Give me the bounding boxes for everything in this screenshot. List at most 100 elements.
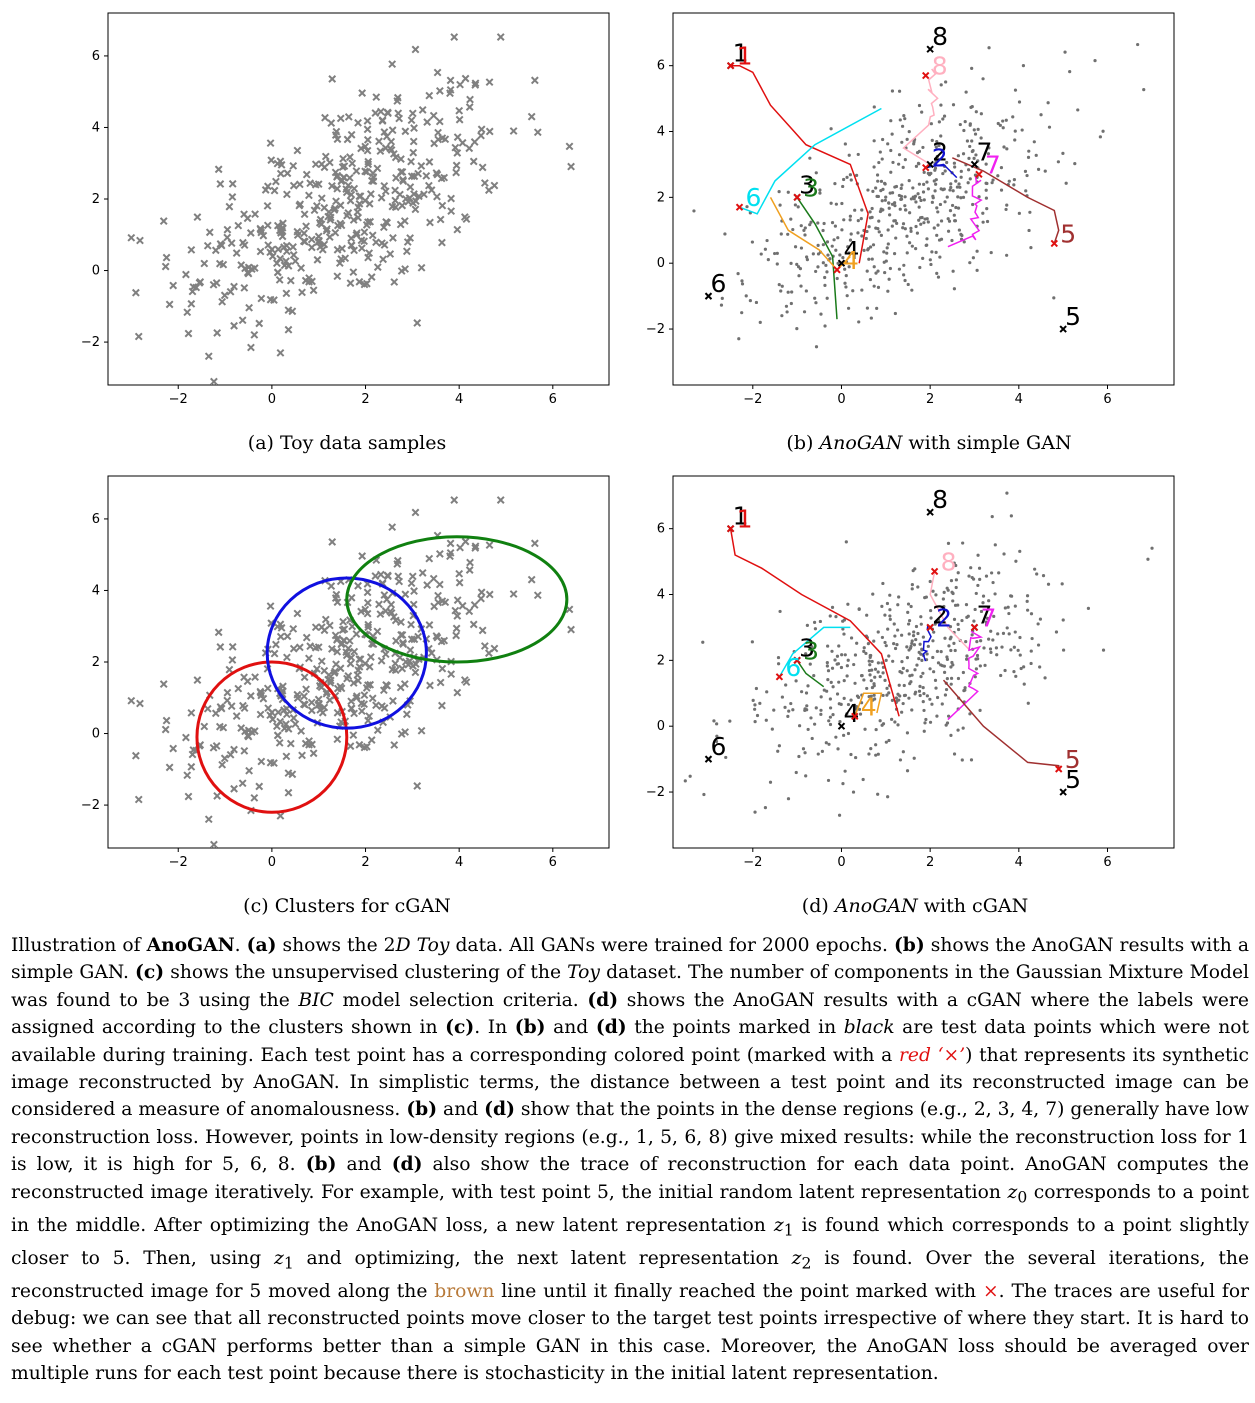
sample-marker xyxy=(367,273,376,281)
sample-dot xyxy=(816,221,820,225)
sample-dot xyxy=(786,290,790,294)
trace-line xyxy=(854,692,883,717)
caption-d: (d) AnoGAN with cGAN xyxy=(615,895,1215,917)
sample-marker xyxy=(331,131,340,139)
sample-marker xyxy=(127,696,136,705)
sample-dot xyxy=(778,609,782,614)
sample-dot xyxy=(894,696,899,700)
x-tick-label: 2 xyxy=(361,392,369,407)
sample-marker xyxy=(390,741,399,749)
sample-marker xyxy=(408,109,417,118)
sample-dot xyxy=(896,603,900,607)
sample-marker xyxy=(409,148,418,157)
sample-marker xyxy=(466,95,474,104)
sample-dot xyxy=(862,248,866,252)
sample-marker xyxy=(255,782,264,791)
sample-dot xyxy=(849,698,853,702)
sample-marker xyxy=(383,218,392,227)
trace-line xyxy=(942,679,1060,769)
sample-marker xyxy=(360,237,369,246)
sample-dot xyxy=(890,132,894,136)
sample-dot xyxy=(903,117,907,121)
sample-dot xyxy=(906,602,911,606)
sample-marker xyxy=(567,625,575,634)
sample-dot xyxy=(911,634,916,638)
sample-marker xyxy=(453,688,462,697)
sample-marker xyxy=(300,210,309,219)
sample-dot xyxy=(720,296,724,300)
sample-dot xyxy=(1027,149,1031,153)
sample-dot xyxy=(872,284,876,288)
sample-dot xyxy=(846,658,850,662)
sample-marker xyxy=(373,263,382,272)
sample-dot xyxy=(750,640,754,644)
sample-marker xyxy=(452,624,461,633)
sample-dot xyxy=(942,604,946,609)
sample-marker xyxy=(189,283,198,291)
sample-dot xyxy=(915,663,919,667)
sample-marker xyxy=(407,635,416,644)
sample-dot xyxy=(856,219,860,223)
sample-marker xyxy=(470,601,479,609)
sample-dot xyxy=(900,710,904,714)
sample-marker xyxy=(411,660,420,668)
reconstruction-label: 8 xyxy=(941,547,957,576)
sample-marker xyxy=(357,244,366,253)
sample-marker xyxy=(245,766,254,775)
sample-dot xyxy=(847,265,851,269)
sample-dot xyxy=(851,289,855,293)
y-tick-label: 4 xyxy=(92,120,100,135)
sample-marker xyxy=(282,257,290,266)
sample-dot xyxy=(936,223,940,227)
sample-marker xyxy=(425,621,434,629)
sample-dot xyxy=(865,686,869,691)
sample-dot xyxy=(964,190,968,194)
sample-marker xyxy=(306,179,315,188)
sample-dot xyxy=(970,575,974,580)
test-point-marker xyxy=(837,259,846,267)
sample-dot xyxy=(868,663,872,667)
sample-dot xyxy=(829,201,833,205)
sample-marker xyxy=(327,582,336,590)
sample-dot xyxy=(1007,179,1011,183)
sample-dot xyxy=(827,719,831,723)
sample-dot xyxy=(945,195,949,199)
sample-marker xyxy=(352,167,361,175)
sample-dot xyxy=(753,703,757,707)
sample-dot xyxy=(885,693,889,697)
sample-marker xyxy=(397,155,405,163)
y-tick-label: 2 xyxy=(92,655,100,670)
sample-marker xyxy=(432,169,441,177)
sample-marker xyxy=(275,226,284,235)
sample-dot xyxy=(1068,70,1072,74)
sample-dot xyxy=(897,89,902,93)
sample-dot xyxy=(989,650,993,655)
trace-line xyxy=(902,68,939,166)
sample-dot xyxy=(1027,228,1031,233)
sample-marker xyxy=(347,704,356,713)
sample-dot xyxy=(872,139,876,143)
sample-dot xyxy=(1025,173,1029,178)
sample-marker xyxy=(401,265,410,273)
sample-marker xyxy=(232,712,241,720)
sample-marker xyxy=(342,188,351,197)
sample-dot xyxy=(869,679,873,683)
sample-dot xyxy=(843,769,847,773)
sample-dot xyxy=(935,206,939,210)
sample-dot xyxy=(851,790,856,794)
sample-dot xyxy=(903,227,907,231)
sample-dot xyxy=(878,675,882,679)
sample-marker xyxy=(389,234,397,242)
sample-dot xyxy=(868,277,872,282)
sample-dot xyxy=(867,694,871,699)
sample-dot xyxy=(780,284,784,288)
sample-dot xyxy=(928,697,932,701)
sample-marker xyxy=(388,665,397,674)
sample-dot xyxy=(786,232,790,236)
sample-marker xyxy=(363,146,372,155)
sample-dot xyxy=(897,683,901,687)
sample-marker xyxy=(336,114,345,123)
sample-marker xyxy=(230,282,238,291)
reconstruction-label: 4 xyxy=(843,246,859,275)
sample-dot xyxy=(830,244,834,248)
